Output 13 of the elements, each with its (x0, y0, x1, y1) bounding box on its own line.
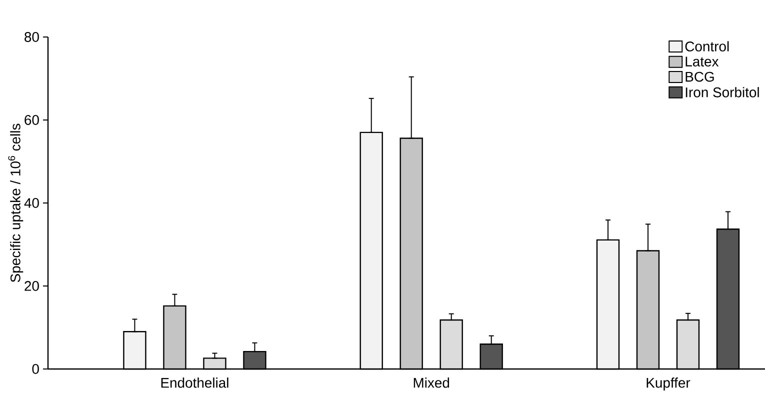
y-tick-label: 20 (24, 281, 39, 291)
y-tick-label: 80 (24, 32, 39, 42)
y-tick-label: 60 (24, 115, 39, 125)
legend-label: Latex (686, 56, 719, 67)
y-tick-label: 0 (32, 364, 39, 374)
x-tick-label: Mixed (414, 378, 450, 388)
legend-label: Iron Sorbitol (686, 87, 759, 98)
x-tick-label: Kupffer (646, 378, 690, 391)
legend-label: Control (685, 41, 729, 52)
y-axis-title: Specific uptake / 10$^{6}$ cells (8, 124, 24, 282)
x-tick-label: Endothelial (161, 378, 228, 388)
y-tick-label: 40 (24, 198, 39, 208)
legend-label: BCG (686, 72, 714, 82)
